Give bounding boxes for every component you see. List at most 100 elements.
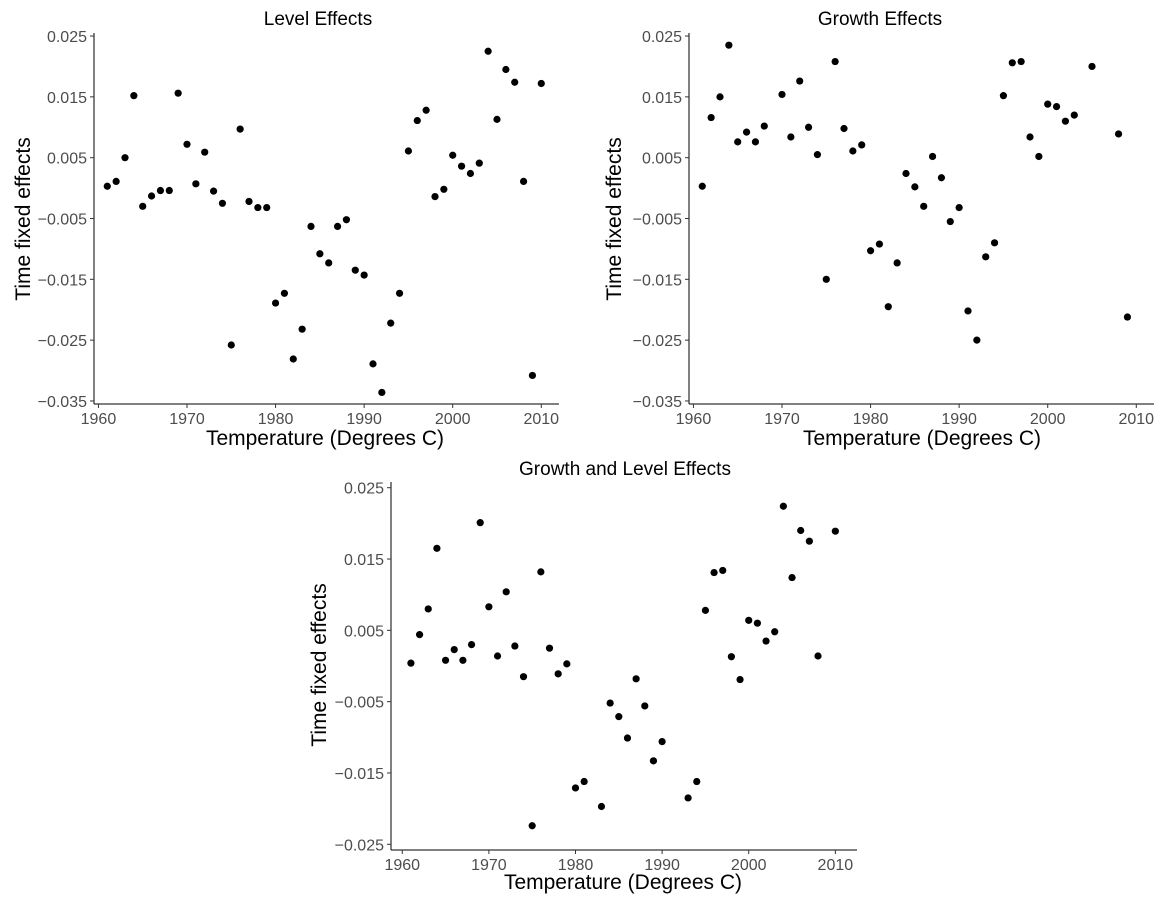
data-point (236, 125, 244, 133)
data-point (822, 275, 830, 283)
data-point (858, 141, 866, 149)
y-tick-label: 0.005 (344, 623, 384, 640)
data-point (449, 151, 457, 159)
data-point (433, 544, 441, 552)
data-point (333, 222, 342, 231)
data-point (545, 644, 554, 652)
data-point (156, 186, 165, 195)
data-point (271, 299, 280, 307)
data-point (813, 151, 822, 159)
data-point (254, 203, 262, 212)
data-point (698, 182, 706, 190)
y-tick-label: 0.015 (47, 90, 87, 107)
chart-title: Level Effects (264, 9, 372, 30)
data-point (973, 336, 981, 344)
data-point (788, 573, 796, 582)
data-point (476, 519, 484, 527)
data-point (804, 123, 813, 131)
data-point (641, 702, 649, 710)
x-tick-label: 1970 (471, 857, 507, 874)
data-point (742, 128, 751, 136)
data-point (147, 192, 156, 200)
y-tick-label: 0.015 (642, 90, 682, 107)
x-axis-label: Temperature (Degrees C) (504, 871, 742, 894)
x-tick-label: 1970 (169, 411, 205, 428)
y-axis-label: Time fixed effects (603, 137, 626, 300)
data-point (280, 289, 289, 297)
data-point (263, 203, 271, 212)
data-point (537, 568, 545, 576)
data-point (736, 675, 744, 684)
data-point (928, 152, 937, 161)
data-point (623, 734, 632, 742)
y-tick-label: 0.025 (47, 29, 87, 46)
data-point (395, 289, 404, 297)
data-point (475, 159, 483, 167)
data-point (701, 606, 710, 614)
y-tick-label: 0.025 (344, 481, 384, 498)
data-point (875, 240, 884, 248)
data-point (725, 41, 733, 49)
data-point (519, 673, 528, 681)
data-point (440, 185, 448, 193)
data-point (1026, 133, 1034, 141)
y-axis-label: Time fixed effects (308, 583, 331, 746)
data-point (893, 259, 901, 267)
data-point (990, 239, 999, 247)
x-tick-label: 2000 (435, 411, 471, 428)
data-point (165, 186, 173, 195)
data-point (289, 355, 297, 363)
x-tick-label: 1960 (81, 411, 117, 428)
data-point (999, 92, 1008, 100)
data-point (1008, 59, 1016, 67)
x-tick-label: 1970 (764, 411, 800, 428)
data-point (485, 603, 493, 611)
chart-title: Growth and Level Effects (519, 459, 731, 480)
data-point (130, 92, 138, 100)
data-point (466, 169, 475, 178)
y-tick-label: 0.015 (344, 552, 384, 569)
chart-level-effects: Level Effects 0.025 0.015 0.005 −0.005 −0.015… (0, 0, 580, 460)
y-tick-label: −0.025 (633, 333, 682, 350)
data-point (1017, 57, 1025, 66)
data-point (814, 652, 822, 660)
data-point (606, 699, 614, 707)
y-tick-label: −0.005 (633, 212, 682, 229)
data-point (727, 653, 736, 661)
data-point (537, 79, 545, 88)
data-point (751, 138, 760, 146)
data-point (316, 250, 324, 258)
data-point (684, 794, 692, 802)
data-point (710, 568, 718, 577)
chart-svg: Growth and Level Effects 0.025 0.015 0.005 −… (308, 459, 857, 894)
data-point (964, 307, 972, 315)
y-tick-label: 0.005 (47, 151, 87, 168)
data-point (597, 802, 606, 811)
data-point (467, 641, 476, 649)
data-point (342, 216, 351, 224)
data-point (413, 116, 421, 125)
x-tick-label: 1980 (258, 411, 294, 428)
data-point (779, 502, 787, 510)
data-point (866, 247, 875, 255)
data-point (387, 319, 395, 327)
data-point (493, 115, 501, 123)
data-point (484, 47, 492, 55)
data-point (771, 628, 779, 636)
data-point (103, 182, 111, 190)
x-tick-label: 1990 (941, 411, 977, 428)
data-point (424, 605, 432, 613)
data-point (753, 619, 761, 627)
data-point (431, 193, 439, 201)
data-point (911, 183, 919, 191)
data-point (519, 177, 528, 185)
data-point (457, 162, 466, 170)
chart-growth-effects: Growth Effects 0.025 0.015 0.005 −0.005 −0.01… (596, 0, 1160, 460)
data-point (415, 631, 424, 639)
data-point (805, 537, 813, 545)
data-point (649, 757, 658, 765)
data-point (511, 642, 519, 650)
data-point (1035, 152, 1043, 161)
data-point (554, 670, 562, 678)
data-point (369, 360, 377, 368)
